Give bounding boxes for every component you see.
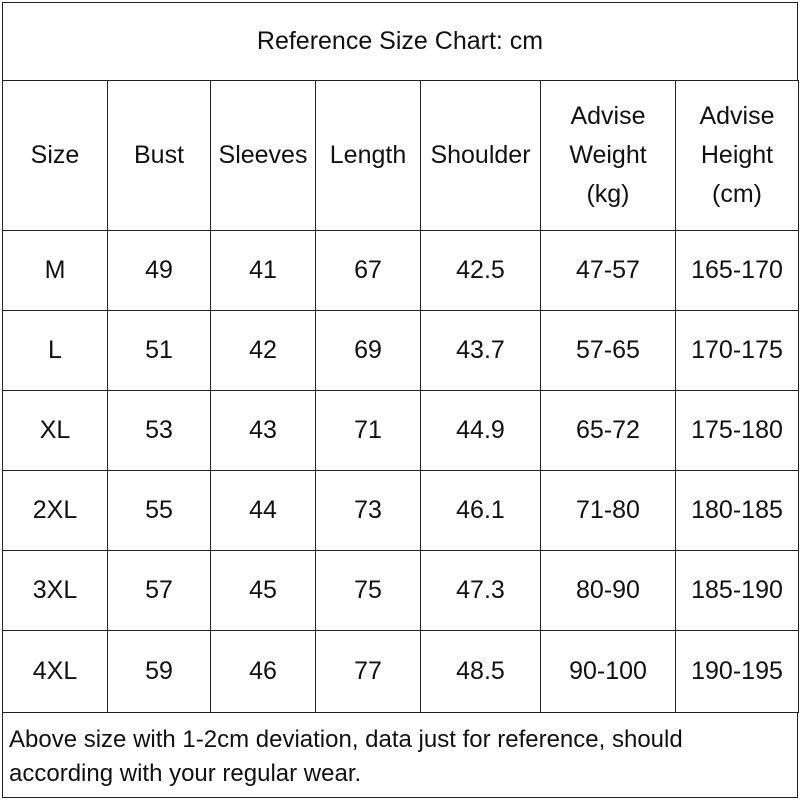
footer-line: Above size with 1-2cm deviation, data ju… (9, 726, 683, 753)
table-cell: 170-175 (675, 310, 799, 391)
column-header: Advise Height (cm) (675, 80, 799, 231)
table-cell: 175-180 (675, 390, 799, 471)
table-cell: XL (2, 390, 108, 471)
table-cell: 180-185 (675, 470, 799, 551)
table-cell: 69 (315, 310, 421, 391)
column-header: Length (315, 80, 421, 231)
table-cell: 53 (107, 390, 211, 471)
footer-note: Above size with 1-2cm deviation, data ju… (2, 712, 798, 798)
table-cell: 55 (107, 470, 211, 551)
table-cell: 90-100 (540, 630, 676, 713)
table-cell: 57-65 (540, 310, 676, 391)
column-header: Advise Weight (kg) (540, 80, 676, 231)
table-cell: 47.3 (420, 550, 541, 631)
table-cell: 4XL (2, 630, 108, 713)
table-cell: 71 (315, 390, 421, 471)
table-cell: 41 (210, 230, 316, 311)
table-cell: 48.5 (420, 630, 541, 713)
table-cell: 47-57 (540, 230, 676, 311)
column-header: Size (2, 80, 108, 231)
table-cell: 49 (107, 230, 211, 311)
table-cell: 43.7 (420, 310, 541, 391)
table-cell: 46.1 (420, 470, 541, 551)
column-header: Bust (107, 80, 211, 231)
table-cell: M (2, 230, 108, 311)
table-cell: 42.5 (420, 230, 541, 311)
table-cell: 46 (210, 630, 316, 713)
table-cell: 51 (107, 310, 211, 391)
table-cell: 43 (210, 390, 316, 471)
footer-line: according with your regular wear. (9, 760, 362, 787)
table-cell: 190-195 (675, 630, 799, 713)
table-cell: 165-170 (675, 230, 799, 311)
table-cell: 45 (210, 550, 316, 631)
table-cell: 80-90 (540, 550, 676, 631)
table-cell: 65-72 (540, 390, 676, 471)
table-title: Reference Size Chart: cm (2, 2, 798, 81)
table-cell: 59 (107, 630, 211, 713)
table-cell: 67 (315, 230, 421, 311)
column-header: Sleeves (210, 80, 316, 231)
table-cell: 71-80 (540, 470, 676, 551)
table-cell: L (2, 310, 108, 391)
table-cell: 3XL (2, 550, 108, 631)
column-header: Shoulder (420, 80, 541, 231)
table-cell: 57 (107, 550, 211, 631)
table-cell: 42 (210, 310, 316, 391)
table-cell: 185-190 (675, 550, 799, 631)
table-cell: 44.9 (420, 390, 541, 471)
table-cell: 77 (315, 630, 421, 713)
table-cell: 75 (315, 550, 421, 631)
table-cell: 2XL (2, 470, 108, 551)
table-cell: 44 (210, 470, 316, 551)
table-cell: 73 (315, 470, 421, 551)
